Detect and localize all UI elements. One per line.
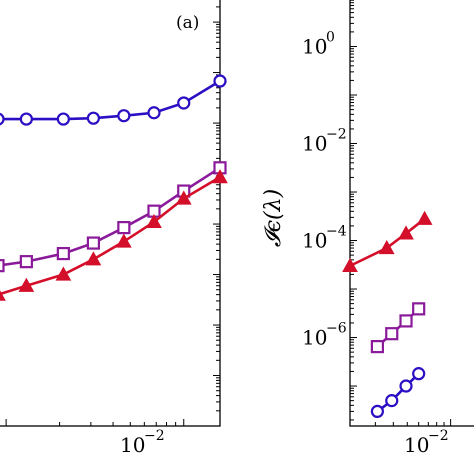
data-point-triangle — [378, 240, 395, 255]
data-point-square — [56, 246, 70, 261]
data-point-triangle — [85, 251, 102, 266]
ytick-exp: −4 — [326, 224, 347, 240]
data-point-circle — [399, 379, 413, 393]
xtick-base: 10 — [404, 433, 429, 457]
data-point-triangle — [212, 169, 228, 184]
ytick-exp: −2 — [326, 127, 347, 143]
data-point-circle — [385, 394, 399, 408]
panel-b-series — [342, 210, 433, 418]
data-point-circle — [412, 367, 426, 381]
data-point-triangle — [146, 213, 162, 229]
data-point-square — [412, 302, 426, 316]
data-point-triangle — [115, 233, 132, 248]
data-point-circle — [370, 404, 384, 418]
panel-b-frame — [349, 0, 474, 427]
data-point-circle — [19, 112, 33, 126]
data-point-circle — [117, 109, 131, 123]
data-point-square — [399, 314, 413, 328]
data-point-triangle — [398, 225, 414, 240]
data-point-triangle — [55, 266, 72, 281]
ytick-base: 10 — [302, 35, 327, 59]
data-point-square — [19, 255, 33, 269]
ytick-base: 10 — [302, 229, 327, 253]
xtick-exp: −2 — [144, 428, 165, 444]
panel-a-frame — [0, 0, 221, 427]
data-point-triangle — [18, 277, 35, 292]
ytick-base: 10 — [302, 326, 327, 350]
data-point-square — [370, 340, 384, 354]
ytick-base: 10 — [302, 132, 327, 156]
panel-b-ticks — [349, 0, 452, 426]
panel-b-xtick-label: 10 −2 — [404, 428, 449, 457]
panel-a-ticks — [5, 6, 220, 427]
series-line-triangle — [349, 217, 426, 268]
panel-a: (a) 10 −2 — [0, 0, 228, 457]
data-point-circle — [213, 74, 227, 88]
data-point-circle — [0, 112, 5, 126]
xtick-base: 10 — [120, 433, 145, 457]
data-point-circle — [86, 111, 101, 125]
data-point-square — [385, 327, 399, 341]
data-point-square — [117, 221, 131, 235]
series-line-circle — [376, 372, 420, 413]
data-point-triangle — [0, 290, 6, 301]
ylabel: 𝓘ϵ(λ) — [261, 189, 286, 247]
data-point-square — [0, 259, 5, 273]
data-point-circle — [147, 106, 161, 120]
panel-b-ylabel: 𝓘ϵ(λ) — [261, 189, 286, 247]
data-point-triangle — [416, 210, 433, 225]
panel-a-label: (a) — [176, 13, 199, 33]
panel-a-series — [0, 74, 228, 301]
ytick-exp: −6 — [326, 321, 347, 337]
data-point-triangle — [175, 190, 192, 205]
data-point-circle — [56, 112, 70, 126]
xtick-exp: −2 — [428, 428, 449, 444]
panel-a-xtick-label: 10 −2 — [120, 428, 165, 457]
data-point-triangle — [342, 257, 358, 272]
ytick-exp: 0 — [326, 30, 335, 46]
data-point-square — [86, 236, 101, 250]
data-point-circle — [177, 96, 191, 110]
